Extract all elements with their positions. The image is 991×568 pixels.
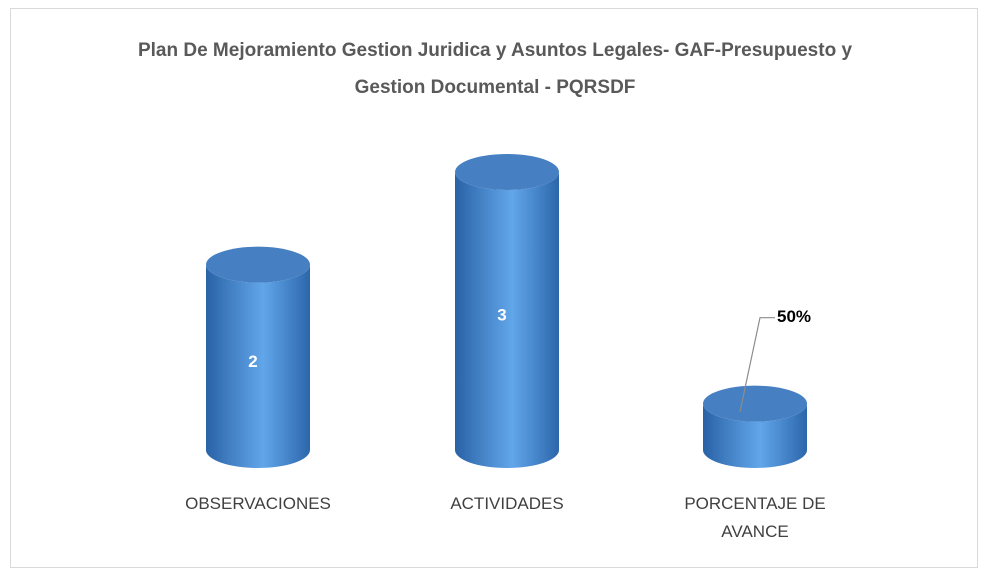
data-label: 50% — [777, 307, 811, 326]
bar — [206, 264, 310, 468]
x-tick-label: PORCENTAJE DE AVANCE — [684, 494, 826, 541]
bar-top — [455, 154, 559, 190]
bar-top — [703, 385, 807, 422]
data-label: 3 — [497, 305, 506, 324]
data-label: 2 — [248, 352, 257, 371]
bar — [703, 403, 807, 468]
bar-top — [206, 246, 310, 283]
chart-title: Plan De Mejoramiento Gestion Juridica y … — [137, 40, 853, 98]
leader-line — [739, 317, 775, 412]
x-tick-label: OBSERVACIONES — [185, 494, 331, 513]
x-tick-label: ACTIVIDADES — [450, 494, 564, 513]
bar — [455, 172, 559, 468]
